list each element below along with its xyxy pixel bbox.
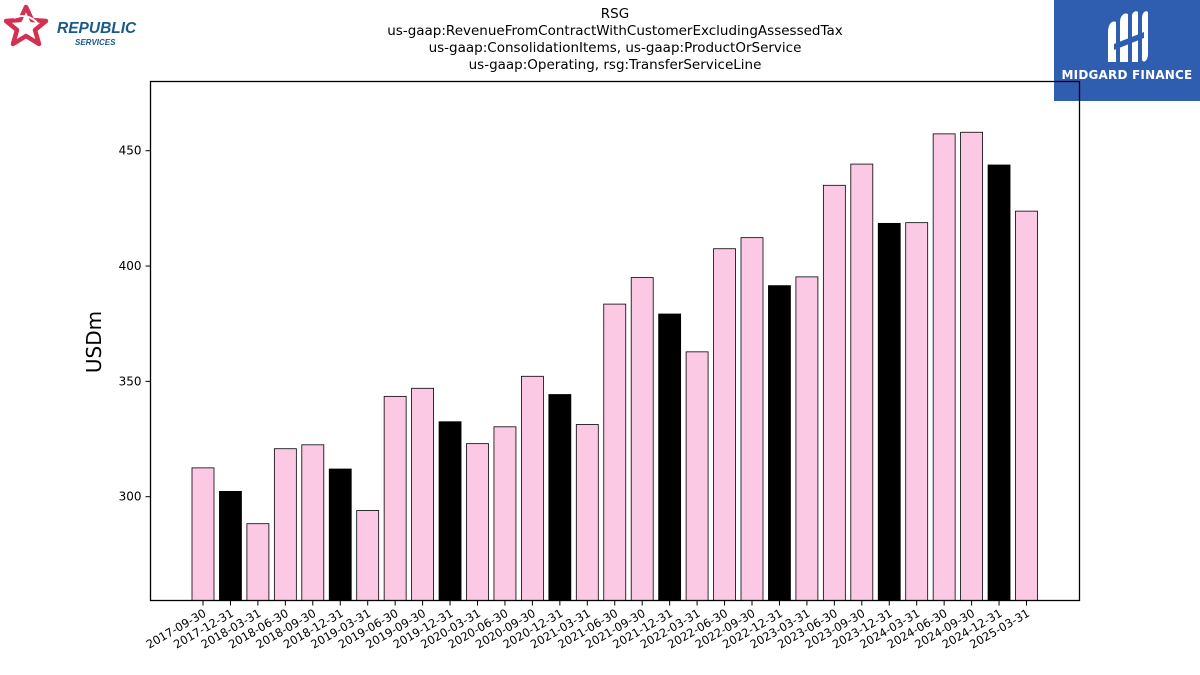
bar-2019-12-31	[438, 421, 462, 601]
bar-2017-09-30	[191, 467, 215, 601]
midgard-m-icon	[1108, 11, 1148, 63]
plot-frame	[149, 80, 1081, 602]
chart-title: RSG	[600, 6, 630, 22]
chart-subtitle-2: us-gaap:ConsolidationItems, us-gaap:Prod…	[428, 40, 802, 56]
chart-subtitle-1: us-gaap:RevenueFromContractWithCustomerE…	[387, 23, 843, 39]
republic-services-logo: REPUBLIC SERVICES	[3, 4, 144, 56]
bar-2020-06-30	[493, 426, 517, 601]
midgard-finance-logo: MIDGARD FINANCE	[1054, 0, 1200, 101]
bar-2023-09-30	[850, 163, 874, 601]
bar-2023-03-31	[795, 276, 819, 601]
midgard-brand-text: MIDGARD FINANCE	[1061, 68, 1193, 82]
bar-2020-12-31	[548, 394, 572, 601]
bar-2019-09-30	[411, 387, 435, 601]
y-tick-label: 300	[119, 490, 142, 504]
republic-logo-line1: REPUBLIC	[57, 20, 137, 37]
bar-2024-12-31	[987, 164, 1011, 601]
bar-2025-03-31	[1015, 210, 1038, 601]
bar-2022-06-30	[713, 248, 736, 601]
bar-2019-06-30	[383, 395, 407, 601]
bar-2022-09-30	[740, 237, 764, 601]
y-ticks-group: 300 350 400 450	[119, 144, 151, 504]
bar-2021-12-31	[658, 313, 682, 601]
x-ticks-group: 2017-09-302017-12-312018-03-312018-06-30…	[144, 600, 1032, 652]
y-tick-label: 400	[119, 259, 142, 273]
bar-2024-06-30	[932, 133, 956, 601]
chart-subtitle-3: us-gaap:Operating, rsg:TransferServiceLi…	[468, 57, 762, 73]
republic-logo-line2: SERVICES	[75, 38, 116, 47]
bar-2020-09-30	[521, 375, 544, 601]
bar-2019-03-31	[356, 510, 380, 601]
bar-2018-03-31	[246, 523, 270, 601]
bars-group	[191, 131, 1038, 601]
bar-2024-09-30	[960, 131, 983, 601]
bar-2024-03-31	[905, 222, 929, 601]
bar-2018-12-31	[328, 468, 352, 601]
bar-2017-12-31	[219, 490, 242, 601]
bar-2022-03-31	[685, 351, 709, 601]
bar-2021-06-30	[603, 303, 627, 601]
bar-2018-09-30	[301, 444, 325, 601]
y-tick-label: 450	[119, 144, 142, 158]
bar-2023-12-31	[877, 222, 901, 601]
bar-2021-03-31	[575, 424, 599, 601]
chart-title-block: RSG us-gaap:RevenueFromContractWithCusto…	[0, 6, 1200, 74]
bar-2020-03-31	[466, 443, 489, 601]
bar-2021-09-30	[630, 277, 654, 601]
republic-star-icon	[3, 4, 49, 47]
bar-2022-12-31	[768, 285, 791, 601]
bar-2023-06-30	[822, 184, 846, 601]
y-tick-label: 350	[119, 374, 142, 388]
bar-2018-06-30	[273, 448, 297, 601]
